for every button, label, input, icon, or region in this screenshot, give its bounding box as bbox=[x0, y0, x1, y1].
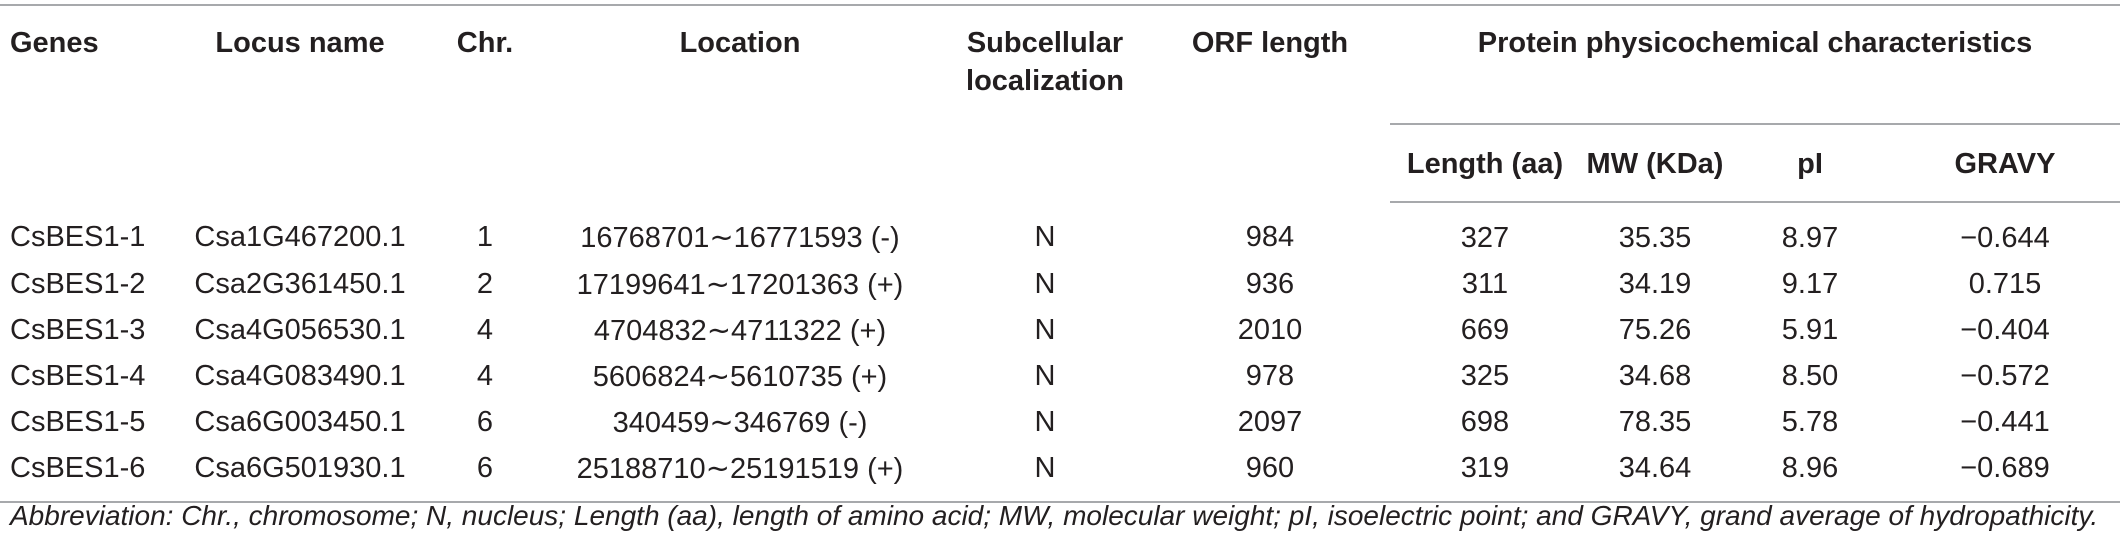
cell-orf: 978 bbox=[1245, 359, 1295, 392]
cell-subcellular: N bbox=[1034, 221, 1056, 253]
header-gravy: GRAVY bbox=[1890, 124, 2120, 203]
cell-chr: 4 bbox=[476, 359, 494, 392]
header-row-secondary: Length (aa) MW (KDa) pI GRAVY bbox=[0, 124, 2120, 203]
header-locus-name: Locus name bbox=[215, 27, 385, 59]
cell-gene: CsBES1-3 bbox=[10, 313, 146, 346]
cell-pi: 5.78 bbox=[1781, 405, 1839, 438]
cell-mw: 34.19 bbox=[1618, 267, 1692, 300]
cell-location: 4704832∼4711322 (+) bbox=[593, 314, 887, 347]
cell-gravy: −0.644 bbox=[1960, 221, 2050, 254]
cell-chr: 6 bbox=[430, 445, 540, 503]
cell-orf: 984 bbox=[1245, 221, 1295, 253]
cell-length: 698 bbox=[1460, 405, 1510, 438]
cell-length: 669 bbox=[1460, 313, 1510, 346]
cell-length: 327 bbox=[1460, 221, 1510, 254]
cell-chr: 1 bbox=[476, 221, 494, 253]
cell-locus: Csa4G056530.1 bbox=[194, 313, 406, 346]
cell-mw: 35.35 bbox=[1618, 221, 1692, 254]
cell-chr: 2 bbox=[476, 267, 494, 300]
cell-pi: 8.96 bbox=[1730, 445, 1890, 503]
cell-pi: 8.50 bbox=[1781, 359, 1839, 392]
cell-gravy: −0.404 bbox=[1960, 313, 2050, 346]
cell-length: 319 bbox=[1390, 445, 1580, 503]
table-row: CsBES1-6 Csa6G501930.1 6 25188710∼251915… bbox=[0, 445, 2120, 503]
cell-length: 311 bbox=[1461, 267, 1509, 300]
cell-locus: Csa6G501930.1 bbox=[170, 445, 430, 503]
cell-gravy: 0.715 bbox=[1968, 267, 2042, 300]
cell-mw: 75.26 bbox=[1618, 313, 1692, 346]
cell-subcellular: N bbox=[940, 445, 1150, 503]
cell-location: 5606824∼5610735 (+) bbox=[592, 360, 888, 393]
header-location: Location bbox=[679, 27, 801, 59]
gene-characteristics-table: Genes Locus name Chr. Location Subcellul… bbox=[0, 4, 2120, 503]
table-body: CsBES1-1 Csa1G467200.1 1 16768701∼167715… bbox=[0, 202, 2120, 503]
cell-gene: CsBES1-1 bbox=[10, 221, 146, 253]
header-subcellular-line1: Subcellular bbox=[966, 27, 1124, 59]
cell-gene: CsBES1-5 bbox=[10, 405, 146, 438]
table-row: CsBES1-5 Csa6G003450.1 6 340459∼346769 (… bbox=[0, 399, 2120, 445]
header-orf-length: ORF length bbox=[1191, 27, 1349, 59]
cell-chr: 4 bbox=[476, 313, 494, 346]
header-mw: MW (KDa) bbox=[1580, 124, 1730, 203]
cell-mw: 78.35 bbox=[1618, 405, 1692, 438]
table-footnote: Abbreviation: Chr., chromosome; N, nucle… bbox=[10, 500, 2099, 531]
cell-mw: 34.68 bbox=[1618, 359, 1692, 392]
cell-locus: Csa4G083490.1 bbox=[194, 359, 406, 392]
header-subcellular-line2: localization bbox=[966, 65, 1124, 97]
cell-gene: CsBES1-6 bbox=[0, 445, 170, 503]
cell-locus: Csa2G361450.1 bbox=[194, 267, 406, 300]
cell-subcellular: N bbox=[1034, 267, 1056, 300]
cell-orf: 960 bbox=[1150, 445, 1390, 503]
cell-length: 325 bbox=[1460, 359, 1510, 392]
table-header: Genes Locus name Chr. Location Subcellul… bbox=[0, 4, 2120, 203]
header-chr: Chr. bbox=[456, 27, 514, 59]
cell-subcellular: N bbox=[1034, 313, 1056, 346]
cell-subcellular: N bbox=[1034, 359, 1056, 392]
cell-orf: 2097 bbox=[1237, 405, 1303, 438]
cell-orf: 2010 bbox=[1237, 313, 1303, 346]
cell-locus: Csa6G003450.1 bbox=[194, 405, 406, 438]
header-subcellular-localization: Subcellular localization bbox=[940, 6, 1150, 202]
cell-location: 25188710∼25191519 (+) bbox=[540, 445, 940, 503]
header-pi: pI bbox=[1730, 124, 1890, 203]
header-genes: Genes bbox=[10, 27, 99, 59]
cell-location: 17199641∼17201363 (+) bbox=[576, 268, 904, 301]
header-row-primary: Genes Locus name Chr. Location Subcellul… bbox=[0, 6, 2120, 125]
table-row: CsBES1-2 Csa2G361450.1 2 17199641∼172013… bbox=[0, 261, 2120, 307]
cell-location: 340459∼346769 (-) bbox=[612, 406, 868, 439]
cell-pi: 5.91 bbox=[1781, 313, 1839, 346]
cell-subcellular: N bbox=[1034, 405, 1056, 438]
table-row: CsBES1-4 Csa4G083490.1 4 5606824∼5610735… bbox=[0, 353, 2120, 399]
cell-orf: 936 bbox=[1245, 267, 1295, 300]
cell-pi: 9.17 bbox=[1781, 267, 1839, 300]
table-row: CsBES1-1 Csa1G467200.1 1 16768701∼167715… bbox=[0, 202, 2120, 261]
cell-mw: 34.64 bbox=[1580, 445, 1730, 503]
cell-gravy: −0.689 bbox=[1890, 445, 2120, 503]
cell-gravy: −0.441 bbox=[1960, 405, 2050, 438]
cell-chr: 6 bbox=[476, 405, 494, 438]
cell-gene: CsBES1-2 bbox=[10, 267, 146, 300]
cell-gene: CsBES1-4 bbox=[10, 359, 146, 392]
cell-location: 16768701∼16771593 (-) bbox=[580, 222, 900, 254]
cell-gravy: −0.572 bbox=[1960, 359, 2050, 392]
cell-pi: 8.97 bbox=[1781, 221, 1839, 254]
header-length-aa: Length (aa) bbox=[1390, 124, 1580, 203]
cell-locus: Csa1G467200.1 bbox=[194, 221, 406, 253]
table-row: CsBES1-3 Csa4G056530.1 4 4704832∼4711322… bbox=[0, 307, 2120, 353]
header-protein-group: Protein physicochemical characteristics bbox=[1390, 6, 2120, 125]
